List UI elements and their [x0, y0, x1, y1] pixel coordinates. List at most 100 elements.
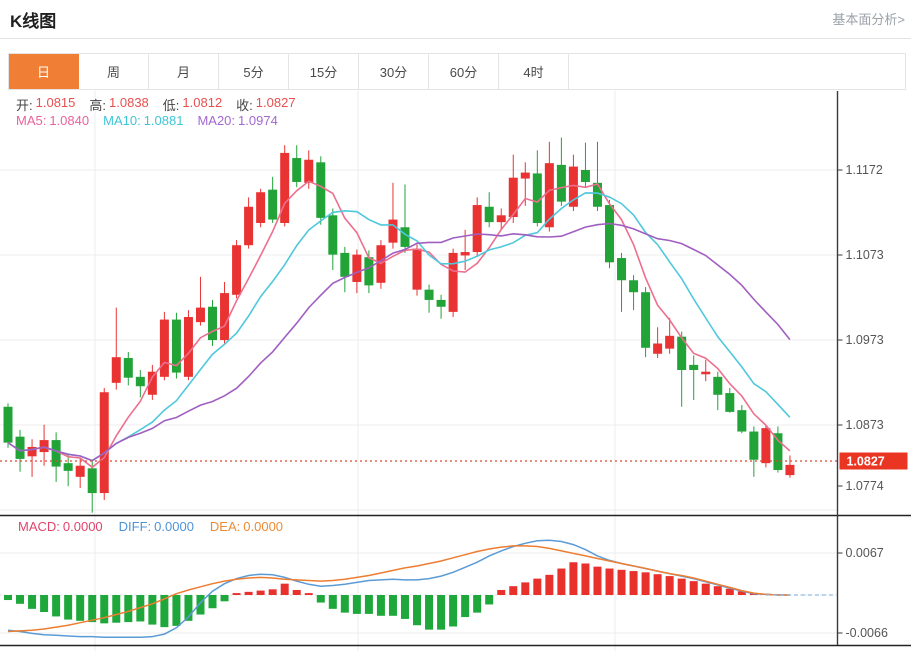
macd-histogram-bar	[52, 595, 61, 617]
candle	[39, 440, 49, 453]
candle	[701, 371, 711, 375]
macd-histogram-bar	[4, 595, 12, 601]
current-price-badge	[839, 452, 908, 470]
candle	[653, 343, 663, 354]
candle	[352, 254, 362, 282]
macd-tick-label: -0.0066	[846, 626, 888, 640]
macd-histogram-bar	[376, 595, 385, 616]
candle	[220, 293, 230, 341]
candle	[268, 189, 278, 220]
macd-histogram-bar	[172, 595, 181, 626]
fundamental-analysis-link[interactable]: 基本面分析>	[832, 12, 905, 27]
candle	[592, 182, 602, 207]
dea-line	[7, 545, 790, 633]
tab-4hour[interactable]: 4时	[499, 54, 569, 89]
macd-histogram-bar	[665, 576, 674, 595]
macd-histogram-bar	[581, 563, 590, 595]
candle	[737, 410, 747, 432]
candle	[568, 166, 578, 207]
candle	[280, 152, 290, 223]
candle	[328, 215, 338, 255]
macd-histogram-bar	[605, 568, 614, 595]
candle	[147, 371, 157, 395]
candle	[617, 258, 627, 281]
macd-histogram-bar	[461, 595, 470, 618]
tab-day[interactable]: 日	[9, 54, 79, 89]
ma5-line	[7, 180, 791, 469]
macd-histogram-bar	[256, 590, 265, 595]
macd-histogram-bar	[701, 583, 710, 595]
macd-histogram-bar	[400, 595, 409, 619]
candle	[159, 319, 169, 377]
candle	[532, 173, 542, 223]
macd-histogram-bar	[425, 595, 434, 630]
price-tick-label: 1.0973	[846, 333, 884, 347]
candle	[508, 177, 518, 218]
candle	[292, 158, 302, 182]
macd-histogram-bar	[124, 595, 133, 623]
macd-histogram-bar	[160, 595, 169, 628]
candle	[665, 335, 675, 349]
macd-histogram-bar	[112, 595, 121, 623]
macd-histogram-bar	[593, 566, 602, 595]
candle	[400, 227, 410, 247]
macd-histogram-bar	[28, 595, 37, 609]
macd-histogram-bar	[653, 574, 662, 595]
macd-histogram-bar	[641, 572, 650, 595]
candle	[749, 431, 759, 460]
macd-histogram-bar	[413, 595, 422, 626]
tab-60min[interactable]: 60分	[429, 54, 499, 89]
candle	[725, 393, 735, 412]
candle	[111, 357, 121, 383]
macd-histogram-bar	[148, 595, 157, 625]
tab-month[interactable]: 月	[149, 54, 219, 89]
tab-week[interactable]: 周	[79, 54, 149, 89]
price-tick-label: 1.1172	[846, 163, 883, 177]
price-tick-label: 1.1073	[846, 248, 884, 262]
macd-histogram-bar	[629, 571, 638, 595]
candle	[773, 433, 783, 470]
candle	[27, 446, 37, 457]
price-tick-label: 1.0873	[846, 418, 884, 432]
macd-histogram-bar	[485, 595, 494, 605]
macd-histogram-bar	[184, 595, 193, 621]
candle	[256, 192, 266, 223]
macd-histogram-bar	[208, 595, 217, 609]
candle	[448, 252, 458, 312]
macd-histogram-bar	[737, 591, 746, 595]
macd-histogram-bar	[557, 568, 566, 595]
macd-histogram-bar	[268, 589, 277, 595]
price-tick-label: 1.0774	[846, 479, 884, 493]
macd-histogram-bar	[449, 595, 458, 627]
candle	[183, 317, 193, 377]
tab-5min[interactable]: 5分	[219, 54, 289, 89]
macd-histogram-bar	[509, 586, 518, 595]
macd-histogram-bar	[316, 595, 325, 603]
candle	[484, 206, 494, 223]
macd-histogram-bar	[64, 595, 73, 620]
candle	[15, 436, 25, 459]
tab-15min[interactable]: 15分	[289, 54, 359, 89]
macd-histogram-bar	[244, 591, 253, 595]
candle	[629, 280, 639, 293]
page-title: K线图	[10, 12, 57, 31]
macd-histogram-bar	[617, 569, 626, 595]
candle	[232, 245, 242, 295]
candle	[641, 292, 651, 348]
macd-histogram-bar	[689, 581, 698, 595]
candle	[713, 376, 723, 395]
period-tab-bar: 日 周 月 5分 15分 30分 60分 4时	[8, 53, 906, 90]
candle	[689, 364, 699, 370]
macd-histogram-bar	[437, 595, 446, 630]
candle	[544, 163, 554, 228]
macd-histogram-bar	[88, 595, 97, 623]
macd-histogram-bar	[40, 595, 49, 613]
macd-histogram-bar	[545, 574, 554, 595]
candle	[412, 248, 422, 290]
macd-histogram-bar	[100, 595, 109, 624]
current-price-badge-label: 1.0827	[847, 455, 885, 469]
macd-histogram-bar	[352, 595, 361, 614]
candle	[364, 257, 374, 286]
tab-30min[interactable]: 30分	[359, 54, 429, 89]
